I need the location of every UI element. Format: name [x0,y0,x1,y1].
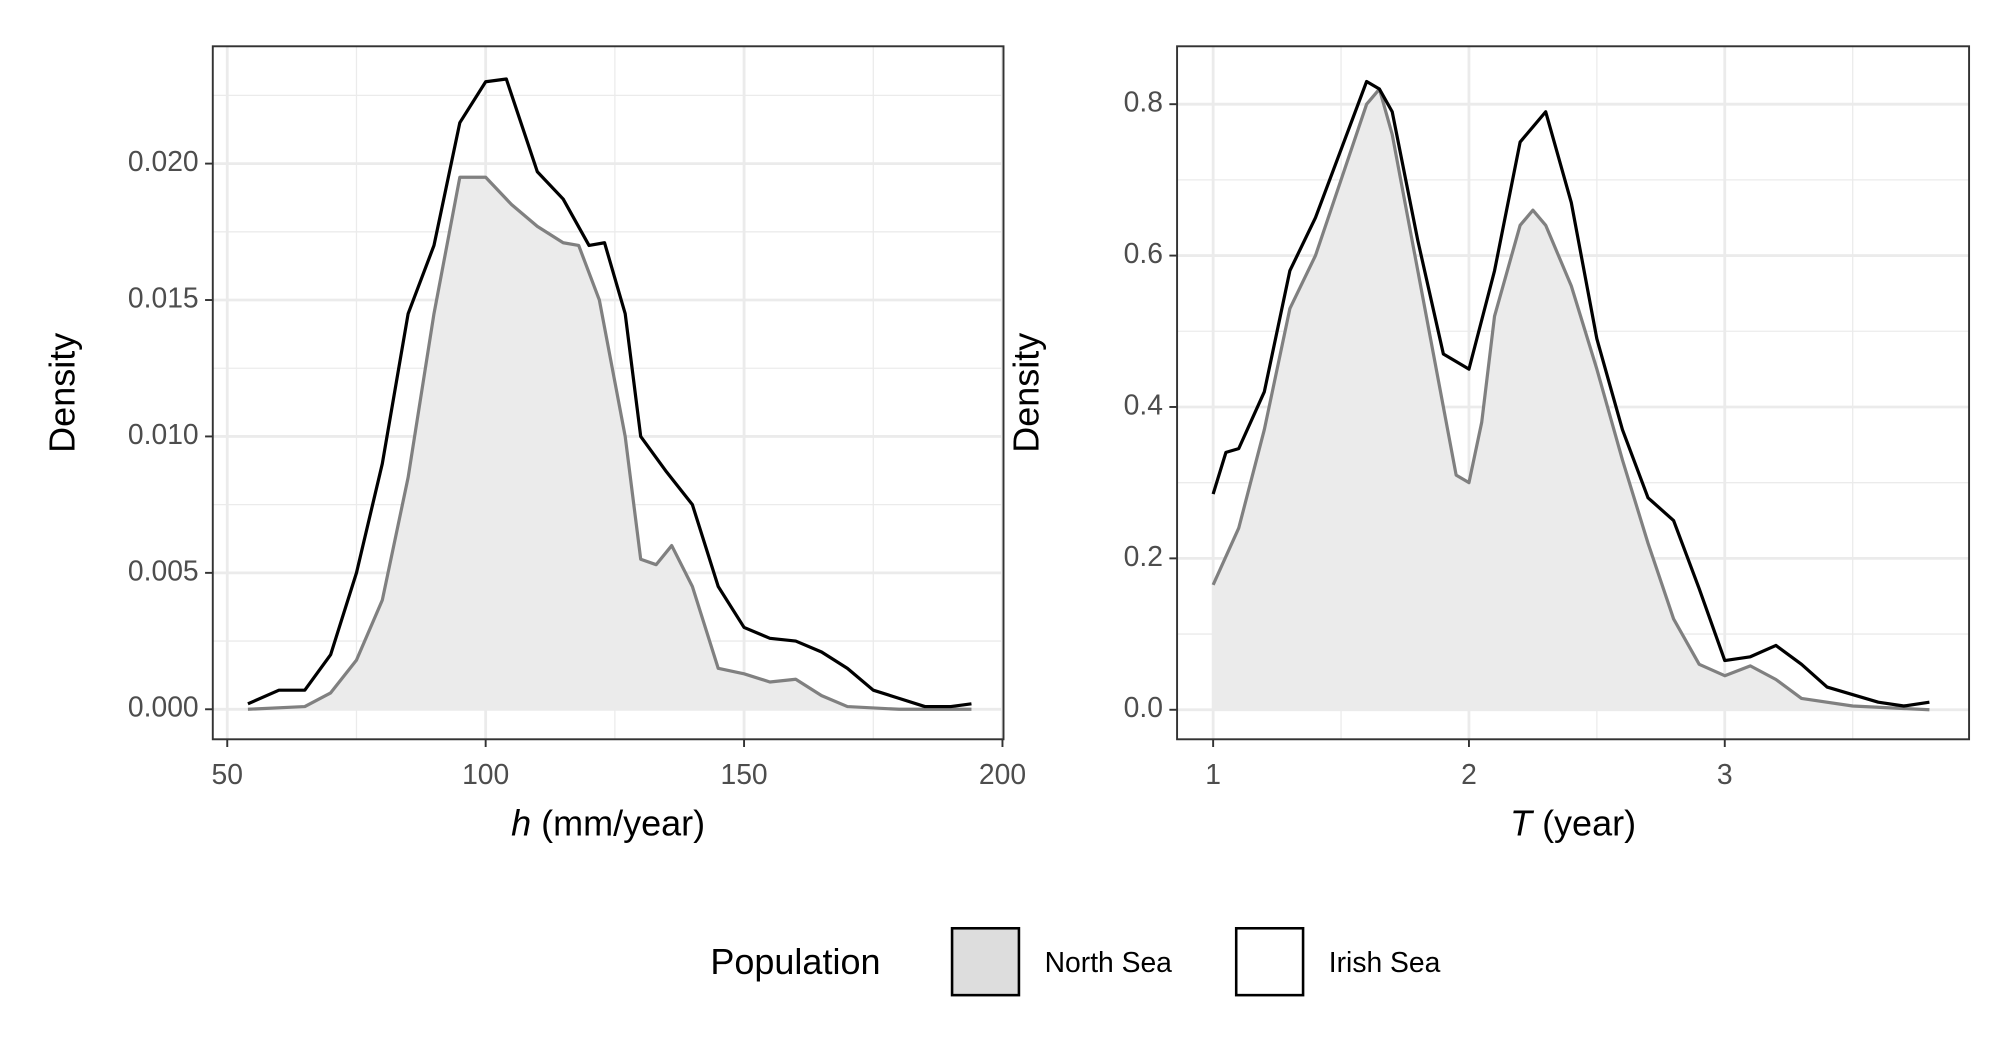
density-area [1213,89,1930,710]
x-tick-label: 2 [1461,758,1477,790]
y-axis-title: Density [41,333,82,453]
plot-border [211,45,1005,741]
y-tick-label: 0.4 [1124,388,1163,420]
plot-border [1176,45,1971,741]
y-tick-label: 0.010 [128,418,199,450]
y-tick-label: 0.0 [1124,691,1163,723]
legend-swatch [950,927,1021,997]
y-tick-label: 0.005 [128,554,199,586]
x-axis-title: h (mm/year) [511,802,705,843]
legend-label: Irish Sea [1329,946,1441,978]
density-area [247,177,972,710]
y-tick-label: 0.000 [128,691,199,723]
x-tick-label: 150 [720,758,767,790]
y-tick-label: 0.6 [1124,237,1163,269]
x-tick-label: 100 [462,758,509,790]
legend-title: Population [710,941,880,982]
legend-label: North Sea [1045,946,1173,978]
x-tick-label: 1 [1205,758,1221,790]
y-tick-label: 0.015 [128,281,199,313]
y-tick-label: 0.2 [1124,540,1163,572]
legend: Population North Sea Irish Sea [710,927,1441,997]
panel: 0.0 0.2 0.4 0.6 0.8 1 2 3 T (year) Density [1006,45,1971,843]
density-line [247,77,972,709]
panel: 0.000 0.005 0.010 0.015 0.020 50 100 150 200 h (m… [41,45,1026,843]
x-axis-symbol: T [1510,802,1535,843]
x-axis-unit: (mm/year) [541,802,705,843]
density-line [1211,79,1930,708]
legend-swatch [1234,927,1305,997]
y-tick-label: 0.020 [128,145,199,177]
x-axis-symbol: h [511,802,531,843]
density-line [1211,87,1930,712]
x-axis-unit: (year) [1542,802,1636,843]
x-axis-title: T (year) [1510,802,1636,843]
y-axis-title: Density [1006,333,1047,453]
x-tick-label: 50 [212,758,243,790]
y-tick-label: 0.8 [1124,86,1163,118]
x-tick-label: 3 [1717,758,1733,790]
density-line [247,175,972,711]
x-tick-label: 200 [979,758,1026,790]
